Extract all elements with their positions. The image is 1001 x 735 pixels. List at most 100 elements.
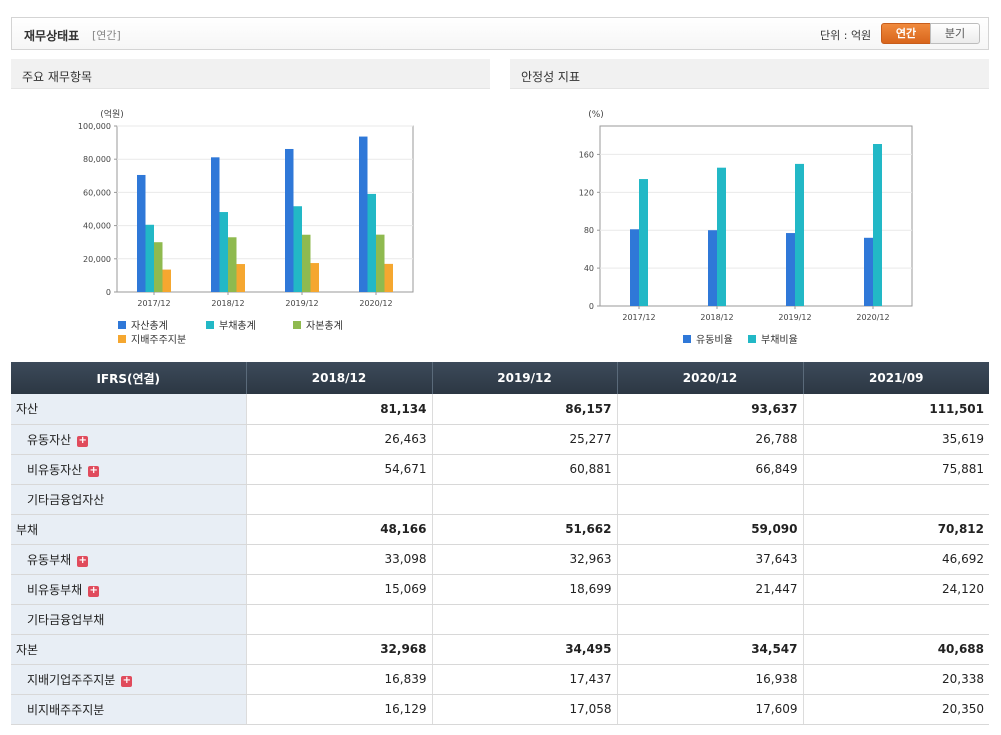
bar[interactable]: [293, 206, 303, 292]
annual-toggle-button[interactable]: 연간: [881, 23, 931, 44]
table-row: 유동부채 +33,098 32,963 37,643 46,692: [11, 544, 989, 575]
cell-value: 48,166: [245, 514, 432, 545]
bar[interactable]: [310, 263, 320, 292]
y-tick-label: 80: [584, 226, 594, 235]
y-tick-label: 160: [579, 150, 594, 159]
cell-value: 81,134: [245, 394, 432, 425]
cell-value: 20,350: [802, 694, 989, 725]
bar[interactable]: [639, 179, 648, 306]
bar[interactable]: [708, 230, 717, 306]
bar[interactable]: [873, 144, 882, 306]
quarter-toggle-button[interactable]: 분기: [930, 23, 980, 44]
period-subtitle: [연간]: [92, 29, 121, 42]
cell-value: 40,688: [802, 634, 989, 665]
table-header-row: IFRS(연결) 2018/12 2019/12 2020/12 2021/09: [11, 362, 989, 394]
header-period: 2018/12: [245, 362, 432, 394]
legend-swatch: [293, 321, 301, 329]
row-label-text: 지배기업주주지분: [27, 672, 116, 687]
y-tick-label: 0: [589, 302, 594, 311]
cell-value: 34,547: [616, 634, 803, 665]
bar[interactable]: [630, 229, 639, 306]
y-axis-label: (%): [588, 110, 604, 120]
x-tick-label: 2020/12: [359, 299, 392, 308]
cell-value: 111,501: [802, 394, 989, 425]
cell-value: 17,609: [616, 694, 803, 725]
cell-value: 18,699: [431, 574, 617, 605]
x-tick-label: 2020/12: [856, 313, 889, 322]
bar[interactable]: [211, 157, 220, 292]
bar[interactable]: [236, 264, 246, 292]
table-row: 비유동자산 +54,671 60,881 66,849 75,881: [11, 454, 989, 485]
bar[interactable]: [864, 237, 873, 306]
cell-value: 16,839: [245, 664, 432, 695]
cell-value: 60,881: [431, 454, 617, 485]
cell-value: [431, 484, 617, 515]
key-financials-chart: 0 20,000 40,000 60,000 80,000 100,000 (억원) 2017…: [78, 108, 414, 346]
bar[interactable]: [137, 174, 146, 292]
table-row: 기타금융업부채: [11, 604, 989, 635]
row-label: 부채: [11, 514, 246, 545]
header-period: 2019/12: [431, 362, 617, 394]
row-label-text: 기타금융업자산: [27, 492, 105, 507]
row-label: 유동자산 +: [11, 424, 246, 455]
bar[interactable]: [367, 193, 377, 292]
bar[interactable]: [376, 234, 385, 292]
legend-swatch: [748, 335, 756, 343]
bar[interactable]: [228, 237, 237, 292]
table-row: 자산 81,134 86,157 93,637 111,501: [11, 394, 989, 425]
table-row: 부채 48,166 51,662 59,090 70,812: [11, 514, 989, 545]
x-tick-label: 2017/12: [137, 299, 170, 308]
table-row: 비지배주주지분 16,129 17,058 17,609 20,350: [11, 694, 989, 725]
row-label: 유동부채 +: [11, 544, 246, 575]
page-title: 재무상태표: [24, 29, 80, 43]
table-row: 자본 32,968 34,495 34,547 40,688: [11, 634, 989, 665]
row-label-text: 부채: [16, 522, 39, 537]
cell-value: 24,120: [802, 574, 989, 605]
cell-value: 25,277: [431, 424, 617, 455]
stability-panel: 안정성 지표 0 40 80 120 160 (%) 2017/12 2018/12 2019/…: [510, 59, 989, 359]
x-tick-label: 2019/12: [778, 313, 811, 322]
bar[interactable]: [795, 163, 804, 306]
legend-label: 부채총계: [219, 320, 256, 332]
plot-area: [599, 125, 913, 307]
bar[interactable]: [717, 167, 726, 306]
x-tick-label: 2018/12: [700, 313, 733, 322]
cell-value: 35,619: [802, 424, 989, 455]
cell-value: 75,881: [802, 454, 989, 485]
x-tick-label: 2017/12: [622, 313, 655, 322]
balance-sheet-table: IFRS(연결) 2018/12 2019/12 2020/12 2021/09 자산 8…: [11, 362, 989, 725]
bar[interactable]: [145, 224, 155, 292]
expand-icon[interactable]: +: [77, 554, 89, 567]
cell-value: [616, 484, 803, 515]
cell-value: [802, 604, 989, 635]
cell-value: 15,069: [245, 574, 432, 605]
bar[interactable]: [285, 148, 294, 292]
expand-icon[interactable]: +: [88, 464, 100, 477]
expand-icon[interactable]: +: [77, 434, 89, 447]
cell-value: [431, 604, 617, 635]
expand-icon[interactable]: +: [121, 674, 133, 687]
cell-value: [245, 484, 432, 515]
y-tick-label: 40,000: [83, 222, 111, 231]
row-label-text: 기타금융업부채: [27, 612, 105, 627]
expand-icon[interactable]: +: [88, 584, 100, 597]
bar[interactable]: [384, 263, 394, 292]
bar[interactable]: [302, 234, 311, 292]
bar[interactable]: [154, 242, 163, 292]
row-label-text: 비유동부채: [27, 582, 83, 597]
bar[interactable]: [162, 269, 172, 292]
cell-value: 17,058: [431, 694, 617, 725]
cell-value: 16,938: [616, 664, 803, 695]
bar[interactable]: [359, 136, 368, 292]
legend-label: 부채비율: [761, 334, 798, 346]
cell-value: 86,157: [431, 394, 617, 425]
cell-value: 26,463: [245, 424, 432, 455]
row-label-text: 유동자산: [27, 432, 72, 447]
row-label: 비유동부채 +: [11, 574, 246, 605]
y-tick-label: 60,000: [83, 188, 111, 197]
row-label-text: 비지배주주지분: [27, 702, 105, 717]
bar[interactable]: [219, 212, 229, 292]
cell-value: 93,637: [616, 394, 803, 425]
cell-value: 34,495: [431, 634, 617, 665]
bar[interactable]: [786, 233, 795, 306]
